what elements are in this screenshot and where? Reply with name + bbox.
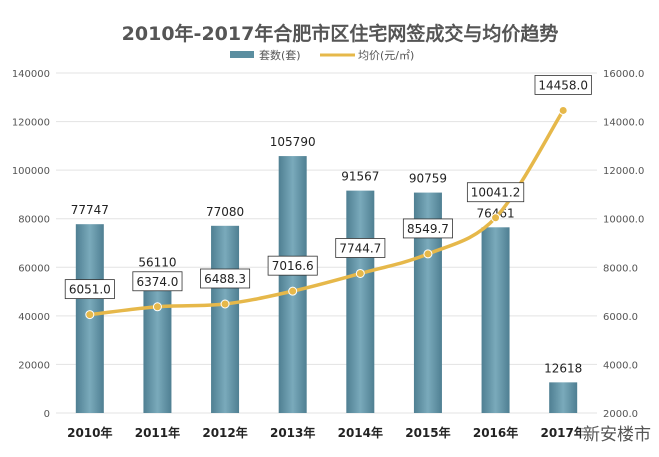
left-tick-label: 140000 <box>12 69 50 80</box>
price-label-box <box>64 279 115 300</box>
bar <box>346 190 375 413</box>
price-point <box>288 286 298 296</box>
legend-swatch-bar <box>230 51 254 58</box>
price-label: 14458.0 <box>538 78 588 92</box>
category-label: 2016年 <box>473 425 518 440</box>
price-label-box <box>335 238 386 258</box>
right-tick-label: 6000.0 <box>603 312 638 323</box>
price-label: 6488.3 <box>204 272 246 286</box>
left-tick-label: 0 <box>44 409 50 420</box>
price-label: 7744.7 <box>339 241 381 255</box>
chart-title: 2010年-2017年合肥市区住宅网签成交与均价趋势 <box>122 22 559 45</box>
price-label-box <box>534 75 592 95</box>
bar <box>211 225 240 413</box>
category-label: 2014年 <box>338 425 383 440</box>
price-point <box>220 299 230 309</box>
left-tick-label: 20000 <box>18 360 50 371</box>
right-tick-label: 16000.0 <box>603 69 644 80</box>
bar-label: 105790 <box>270 135 316 149</box>
price-point <box>423 249 433 259</box>
bar-label: 90759 <box>409 172 447 186</box>
price-point <box>85 310 95 320</box>
legend-label-line: 均价(元/㎡) <box>358 49 414 62</box>
left-tick-label: 40000 <box>18 312 50 323</box>
category-label: 2012年 <box>202 425 247 440</box>
category-label: 2017年 <box>540 425 585 440</box>
right-tick-label: 2000.0 <box>603 409 638 420</box>
bar <box>481 227 510 413</box>
price-label: 10041.2 <box>471 186 521 200</box>
right-tick-label: 4000.0 <box>603 360 638 371</box>
left-tick-label: 80000 <box>18 215 50 226</box>
legend: 套数(套) 均价(元/㎡) <box>230 49 414 62</box>
left-tick-label: 60000 <box>18 263 50 274</box>
price-label: 6051.0 <box>69 283 111 297</box>
price-label: 7016.6 <box>272 259 314 273</box>
right-tick-label: 10000.0 <box>603 215 644 226</box>
price-label: 8549.7 <box>407 222 449 236</box>
category-label: 2010年 <box>67 425 112 440</box>
right-tick-label: 14000.0 <box>603 118 644 129</box>
price-label-box <box>267 255 318 276</box>
bar <box>278 156 307 413</box>
category-label: 2013年 <box>270 425 315 440</box>
legend-label-bar: 套数(套) <box>259 49 301 62</box>
watermark: 新安楼市 <box>581 420 653 445</box>
price-label-box <box>200 268 251 289</box>
price-point <box>152 302 162 312</box>
category-label: 2011年 <box>135 425 180 440</box>
bar-label: 91567 <box>341 170 379 184</box>
right-tick-label: 12000.0 <box>603 166 644 177</box>
price-point <box>355 268 365 278</box>
bar-label: 77080 <box>206 205 244 219</box>
bar-label: 12618 <box>544 361 582 375</box>
left-tick-label: 120000 <box>12 118 50 129</box>
bar <box>143 276 172 413</box>
bar-label: 77747 <box>71 203 109 217</box>
bar <box>549 382 578 413</box>
price-label-box <box>466 182 525 203</box>
left-tick-label: 100000 <box>12 166 50 177</box>
right-tick-label: 8000.0 <box>603 263 638 274</box>
price-label-box <box>132 271 183 292</box>
price-label-box <box>402 218 453 239</box>
price-point <box>491 213 501 223</box>
price-point <box>558 105 568 115</box>
category-label: 2015年 <box>405 425 450 440</box>
bar-label: 56110 <box>138 256 176 270</box>
price-label: 6374.0 <box>136 275 178 289</box>
